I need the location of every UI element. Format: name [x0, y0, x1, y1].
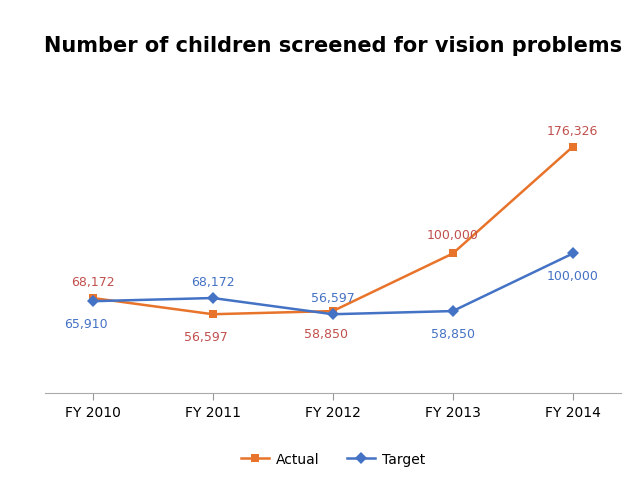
Target — [89, 299, 97, 304]
Actual — [209, 312, 216, 317]
Text: 56,597: 56,597 — [184, 330, 228, 343]
Text: 58,850: 58,850 — [304, 327, 348, 340]
Target — [329, 312, 337, 317]
Actual — [449, 251, 457, 257]
Actual — [89, 296, 97, 301]
Target — [449, 309, 457, 314]
Actual — [569, 144, 577, 150]
Text: 100,000: 100,000 — [547, 270, 599, 283]
Title: Number of children screened for vision problems: Number of children screened for vision p… — [44, 36, 622, 56]
Line: Actual: Actual — [88, 143, 577, 319]
Text: 65,910: 65,910 — [64, 317, 108, 330]
Line: Target: Target — [88, 250, 577, 319]
Text: 176,326: 176,326 — [547, 124, 598, 137]
Legend: Actual, Target: Actual, Target — [235, 446, 431, 472]
Text: 100,000: 100,000 — [427, 228, 479, 241]
Text: 56,597: 56,597 — [311, 291, 355, 304]
Actual — [329, 309, 337, 314]
Target — [209, 296, 216, 301]
Target — [569, 251, 577, 257]
Text: 68,172: 68,172 — [71, 276, 115, 288]
Text: 58,850: 58,850 — [431, 327, 475, 340]
Text: 68,172: 68,172 — [191, 276, 235, 288]
